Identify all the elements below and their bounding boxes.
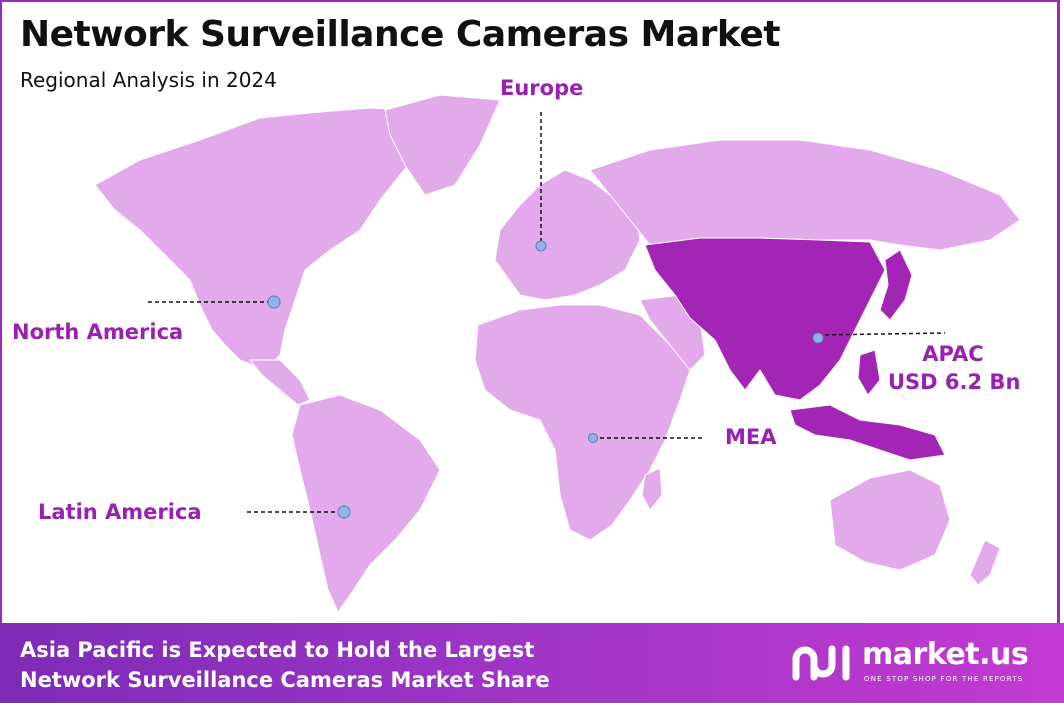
africa-landmass xyxy=(474,304,691,541)
label-north-america: North America xyxy=(12,320,184,344)
mea-marker xyxy=(588,433,598,443)
europe-marker xyxy=(535,240,547,252)
latin-america-marker xyxy=(337,505,351,519)
philippines-landmass xyxy=(857,349,881,396)
central-america-landmass xyxy=(248,359,311,406)
north-asia-landmass xyxy=(589,139,1021,251)
southeast-asia-islands xyxy=(789,404,946,461)
brand-name: market.us xyxy=(862,637,1029,672)
world-map xyxy=(94,94,1021,614)
north-america-landmass xyxy=(94,107,441,371)
new-zealand-landmass xyxy=(969,539,1001,586)
label-latin-america: Latin America xyxy=(38,500,202,524)
asia-pacific-landmass xyxy=(644,237,886,401)
label-apac-value: USD 6.2 Bn xyxy=(888,370,1021,394)
label-europe: Europe xyxy=(500,76,584,100)
page-title: Network Surveillance Cameras Market xyxy=(20,14,781,55)
label-apac: APAC USD 6.2 Bn xyxy=(888,340,1021,396)
north-america-marker xyxy=(267,295,281,309)
footer-text: Asia Pacific is Expected to Hold the Lar… xyxy=(20,635,550,695)
madagascar-landmass xyxy=(641,467,663,511)
page-subtitle: Regional Analysis in 2024 xyxy=(20,68,277,92)
brand-block: market.us ONE STOP SHOP FOR THE REPORTS xyxy=(790,637,1040,691)
japan-landmass xyxy=(879,249,913,321)
label-apac-name: APAC xyxy=(922,342,984,366)
footer-line-1: Asia Pacific is Expected to Hold the Lar… xyxy=(20,638,535,662)
australia-landmass xyxy=(829,469,951,571)
footer-banner: Asia Pacific is Expected to Hold the Lar… xyxy=(0,623,1064,703)
greenland-landmass xyxy=(384,94,501,196)
apac-marker xyxy=(812,332,824,344)
apac-leader-line xyxy=(817,332,946,336)
footer-line-2: Network Surveillance Cameras Market Shar… xyxy=(20,668,550,692)
brand-tagline: ONE STOP SHOP FOR THE REPORTS xyxy=(864,675,1024,683)
market-us-logo-icon xyxy=(792,645,850,681)
label-mea: MEA xyxy=(725,425,777,449)
south-america-landmass xyxy=(291,394,441,614)
